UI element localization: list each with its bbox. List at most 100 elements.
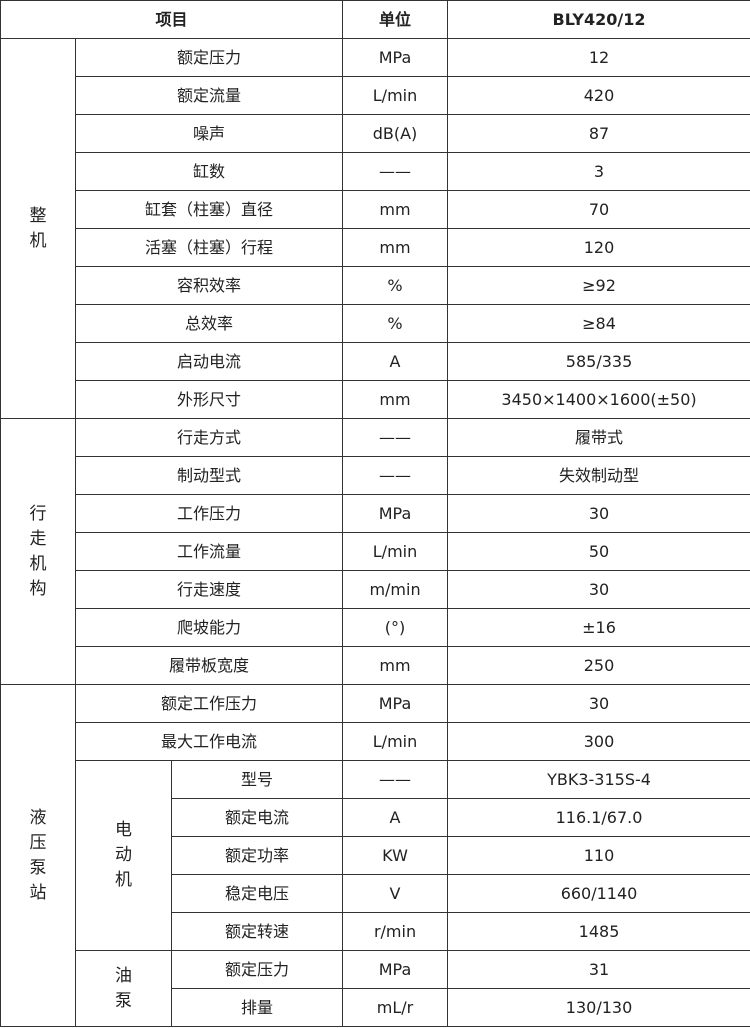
table-row: 整机 额定压力 MPa 12: [0, 38, 750, 419]
table-row: 缸数 —— 3: [1, 152, 750, 191]
table-row: 履带板宽度 mm 250: [1, 646, 750, 685]
param-value: 585/335: [447, 342, 750, 381]
param-value: 履带式: [447, 418, 750, 457]
group-pump-station: 液压泵站: [0, 684, 76, 1027]
param-name: 额定流量: [74, 76, 344, 115]
param-unit: mm: [342, 228, 449, 267]
param-name: 爬坡能力: [74, 608, 344, 647]
param-value: 30: [447, 684, 750, 723]
table-row: 行走机构 行走方式 —— 履带式: [0, 418, 750, 685]
header-row: 项目 单位 BLY420/12: [0, 0, 750, 39]
param-value: 30: [447, 570, 750, 609]
param-unit: (°): [342, 608, 449, 647]
header-unit: 单位: [342, 0, 449, 39]
param-name: 缸数: [74, 152, 344, 191]
param-unit: ——: [342, 418, 449, 457]
param-name: 行走方式: [74, 418, 344, 457]
param-value: 50: [447, 532, 750, 571]
param-name: 总效率: [74, 304, 344, 343]
param-value: 70: [447, 190, 750, 229]
param-name: 最大工作电流: [74, 722, 344, 761]
param-value: ≥92: [447, 266, 750, 305]
param-name: 缸套（柱塞）直径: [74, 190, 344, 229]
param-unit: mm: [342, 380, 449, 419]
param-value: 116.1/67.0: [447, 798, 750, 837]
param-name: 额定压力: [74, 38, 344, 77]
table-row: 额定流量 L/min 420: [1, 76, 750, 115]
param-unit: L/min: [342, 722, 449, 761]
param-name: 稳定电压: [170, 874, 344, 913]
param-unit: %: [342, 266, 449, 305]
param-unit: mm: [342, 646, 449, 685]
param-unit: mm: [342, 190, 449, 229]
param-unit: A: [342, 342, 449, 381]
table-row: 容积效率% ≥92: [1, 266, 750, 305]
table-row: 启动电流 A 585/335: [1, 342, 750, 381]
table-row: 额定功率 KW 110: [1, 836, 750, 875]
param-name: 额定工作压力: [74, 684, 344, 723]
table-row: 电动机 型号 —— YBK3-315S-4: [1, 760, 750, 951]
table-row: 额定电流 A 116.1/67.0: [1, 798, 750, 837]
param-name: 工作压力: [74, 494, 344, 533]
param-value: 300: [447, 722, 750, 761]
param-unit: KW: [342, 836, 449, 875]
param-unit: m/min: [342, 570, 449, 609]
table-row: 外形尺寸 mm 3450×1400×1600(±50): [1, 380, 750, 419]
table-row: 额定转速 r/min 1485: [1, 912, 750, 951]
param-unit: MPa: [342, 684, 449, 723]
table-row: 爬坡能力 (°) ±16: [1, 608, 750, 647]
param-name: 噪声: [74, 114, 344, 153]
param-name: 工作流量: [74, 532, 344, 571]
subgroup-motor: 电动机: [75, 760, 172, 951]
table-row: 排量 mL/r 130/130: [1, 988, 750, 1027]
table-row: 稳定电压 V 660/1140: [1, 874, 750, 913]
table-row: 液压泵站 额定工作压力 MPa 30: [0, 684, 750, 1027]
param-unit: V: [342, 874, 449, 913]
group-machine-text: 整机: [29, 205, 47, 251]
param-unit: ——: [342, 760, 449, 799]
param-value: 110: [447, 836, 750, 875]
param-name: 额定压力: [170, 950, 344, 989]
table-row: 最大工作电流 L/min 300: [1, 722, 750, 761]
param-value: 12: [447, 38, 750, 77]
param-unit: %: [342, 304, 449, 343]
param-name: 履带板宽度: [74, 646, 344, 685]
param-unit: L/min: [342, 76, 449, 115]
param-name: 启动电流: [74, 342, 344, 381]
param-value: 660/1140: [447, 874, 750, 913]
param-name: 外形尺寸: [74, 380, 344, 419]
param-name: 排量: [170, 988, 344, 1027]
param-value: 31: [447, 950, 750, 989]
param-name: 行走速度: [74, 570, 344, 609]
table-row: 油泵 额定压力 MPa 31: [1, 950, 750, 1027]
table-row: 工作压力 MPa 30: [1, 494, 750, 533]
group-travel-text: 行走机构: [29, 503, 47, 599]
param-value: 1485: [447, 912, 750, 951]
param-value: 87: [447, 114, 750, 153]
table-row: 活塞（柱塞）行程 mm 120: [1, 228, 750, 267]
param-unit: A: [342, 798, 449, 837]
param-unit: dB(A): [342, 114, 449, 153]
param-unit: r/min: [342, 912, 449, 951]
param-value: 420: [447, 76, 750, 115]
group-machine: 整机: [0, 38, 76, 419]
param-unit: ——: [342, 456, 449, 495]
param-unit: MPa: [342, 494, 449, 533]
param-value: 失效制动型: [447, 456, 750, 495]
param-value: 3450×1400×1600(±50): [447, 380, 750, 419]
param-value: ±16: [447, 608, 750, 647]
param-unit: MPa: [342, 38, 449, 77]
header-item: 项目: [0, 0, 344, 39]
group-travel: 行走机构: [0, 418, 76, 685]
group-pump-station-text: 液压泵站: [29, 807, 47, 903]
param-value: ≥84: [447, 304, 750, 343]
table-row: 行走速度 m/min 30: [1, 570, 750, 609]
param-unit: L/min: [342, 532, 449, 571]
param-value: 130/130: [447, 988, 750, 1027]
param-name: 型号: [170, 760, 344, 799]
table-row: 噪声 dB(A) 87: [1, 114, 750, 153]
param-name: 容积效率: [74, 266, 344, 305]
table-row: 缸套（柱塞）直径 mm 70: [1, 190, 750, 229]
param-value: YBK3-315S-4: [447, 760, 750, 799]
